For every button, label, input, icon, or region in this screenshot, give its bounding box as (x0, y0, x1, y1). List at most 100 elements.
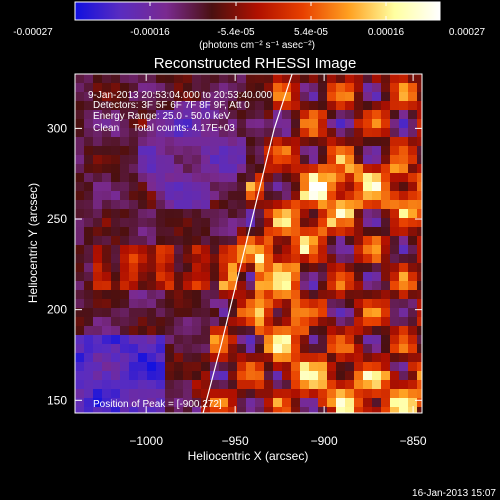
heatmap-cell (309, 344, 318, 353)
heatmap-cell (246, 245, 255, 254)
heatmap-cell (318, 344, 327, 353)
heatmap-cell (363, 83, 372, 92)
heatmap-cell (417, 353, 422, 362)
heatmap-cell (183, 119, 192, 128)
heatmap-cell (417, 110, 422, 119)
heatmap-cell (246, 308, 255, 317)
heatmap-cell (399, 335, 408, 344)
heatmap-cell (309, 146, 318, 155)
heatmap-cell (246, 110, 255, 119)
heatmap-cell (129, 317, 138, 326)
heatmap-cell (327, 326, 336, 335)
heatmap-cell (201, 272, 210, 281)
heatmap-cell (327, 200, 336, 209)
heatmap-cell (264, 407, 273, 413)
heatmap-cell (237, 227, 246, 236)
heatmap-cell (174, 398, 183, 407)
heatmap-cell (300, 290, 309, 299)
heatmap-cell (399, 290, 408, 299)
heatmap-cell (300, 326, 309, 335)
heatmap-cell (255, 137, 264, 146)
heatmap-cell (120, 317, 129, 326)
heatmap-cell (129, 344, 138, 353)
heatmap-cell (264, 209, 273, 218)
heatmap-cell (363, 236, 372, 245)
heatmap-cell (201, 344, 210, 353)
heatmap-cell (246, 227, 255, 236)
heatmap-cell (372, 254, 381, 263)
heatmap-cell (138, 353, 147, 362)
heatmap-cell (363, 398, 372, 407)
heatmap-cell (201, 389, 210, 398)
heatmap-cell (255, 83, 264, 92)
heatmap-cell (291, 191, 300, 200)
heatmap-cell (282, 335, 291, 344)
heatmap-cell (300, 101, 309, 110)
heatmap-cell (381, 290, 390, 299)
heatmap-cell (336, 128, 345, 137)
x-tick-label: −1000 (129, 434, 163, 448)
heatmap-cell (165, 218, 174, 227)
heatmap-cell (408, 344, 417, 353)
heatmap-cell (237, 146, 246, 155)
heatmap-cell (273, 389, 282, 398)
heatmap-cell (147, 173, 156, 182)
heatmap-cell (102, 146, 111, 155)
heatmap-cell (381, 200, 390, 209)
heatmap-cell (318, 254, 327, 263)
heatmap-cell (219, 353, 228, 362)
heatmap-cell (165, 380, 174, 389)
heatmap-cell (408, 137, 417, 146)
heatmap-cell (408, 299, 417, 308)
heatmap-cell (165, 101, 174, 110)
heatmap-cell (156, 380, 165, 389)
heatmap-cell (93, 191, 102, 200)
heatmap-cell (156, 200, 165, 209)
heatmap-cell (138, 398, 147, 407)
heatmap-cell (291, 164, 300, 173)
heatmap-cell (138, 236, 147, 245)
heatmap-cell (192, 182, 201, 191)
heatmap-cell (399, 92, 408, 101)
heatmap-cell (147, 254, 156, 263)
observation-info: 9-Jan-2013 20:53:04.000 to 20:53:40.000 … (88, 90, 272, 410)
heatmap-cell (264, 326, 273, 335)
heatmap-cell (93, 254, 102, 263)
heatmap-cell (219, 218, 228, 227)
heatmap-cell (120, 128, 129, 137)
heatmap-cell (246, 272, 255, 281)
heatmap-cell (417, 254, 422, 263)
heatmap-cell (219, 317, 228, 326)
heatmap-cell (390, 155, 399, 164)
heatmap-cell (345, 110, 354, 119)
heatmap-cell (354, 389, 363, 398)
heatmap-cell (183, 110, 192, 119)
heatmap-cell (246, 137, 255, 146)
heatmap-cell (201, 146, 210, 155)
heatmap-cell (390, 272, 399, 281)
heatmap-cell (408, 326, 417, 335)
heatmap-cell (336, 371, 345, 380)
heatmap-cell (291, 389, 300, 398)
heatmap-cell (327, 353, 336, 362)
heatmap-cell (336, 389, 345, 398)
heatmap-cell (210, 173, 219, 182)
heatmap-cell (336, 155, 345, 164)
heatmap-cell (183, 371, 192, 380)
heatmap-cell (138, 389, 147, 398)
heatmap-cell (381, 353, 390, 362)
heatmap-cell (372, 92, 381, 101)
heatmap-cell (255, 299, 264, 308)
heatmap-cell (291, 209, 300, 218)
heatmap-cell (255, 119, 264, 128)
heatmap-cell (156, 317, 165, 326)
heatmap-cell (309, 128, 318, 137)
heatmap-cell (102, 398, 111, 407)
heatmap-cell (399, 272, 408, 281)
heatmap-cell (300, 407, 309, 413)
heatmap-cell (246, 173, 255, 182)
heatmap-cell (138, 308, 147, 317)
heatmap-cell (273, 182, 282, 191)
heatmap-cell (156, 209, 165, 218)
heatmap-cell (156, 254, 165, 263)
